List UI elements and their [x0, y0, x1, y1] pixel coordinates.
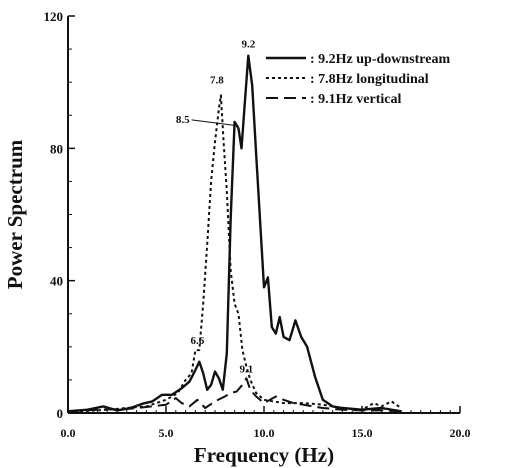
peak-annotation: 7.8 [210, 74, 224, 86]
legend-label: : 9.2Hz up-downstream [310, 52, 450, 67]
y-tick-label: 0 [57, 406, 64, 421]
peak-annotation: 9.1 [239, 363, 253, 375]
legend-label: : 7.8Hz longitudinal [310, 72, 429, 87]
y-tick-label: 80 [50, 141, 63, 156]
legend: : 9.2Hz up-downstream : 7.8Hz longitudina… [266, 52, 450, 107]
x-axis-label: Frequency (Hz) [194, 443, 334, 467]
series-line-dashed [67, 377, 402, 413]
axis-ticks: 0.0 5.0 10.0 15.0 20.0 0 40 80 120 [44, 9, 471, 440]
x-tick-label: 10.0 [254, 426, 275, 440]
x-tick-label: 15.0 [352, 426, 373, 440]
series-layer [67, 54, 402, 413]
series-line-solid [67, 54, 402, 413]
y-tick-label: 40 [50, 274, 63, 289]
y-tick-label: 120 [44, 9, 64, 24]
peak-annotation: 8.5 [176, 114, 190, 126]
y-axis-label: Power Spectrum [3, 139, 27, 289]
series-line-dotted [67, 94, 402, 413]
x-tick-label: 0.0 [61, 426, 76, 440]
peak-annotation: 6.6 [190, 335, 204, 347]
legend-label: : 9.1Hz vertical [310, 92, 401, 107]
x-tick-label: 20.0 [450, 426, 471, 440]
peak-annotation: 9.2 [241, 39, 255, 51]
annotation-leader-line [191, 119, 239, 127]
annotation-layer: 9.2 7.8 8.5 6.6 9.1 [176, 39, 256, 376]
x-tick-label: 5.0 [159, 426, 174, 440]
